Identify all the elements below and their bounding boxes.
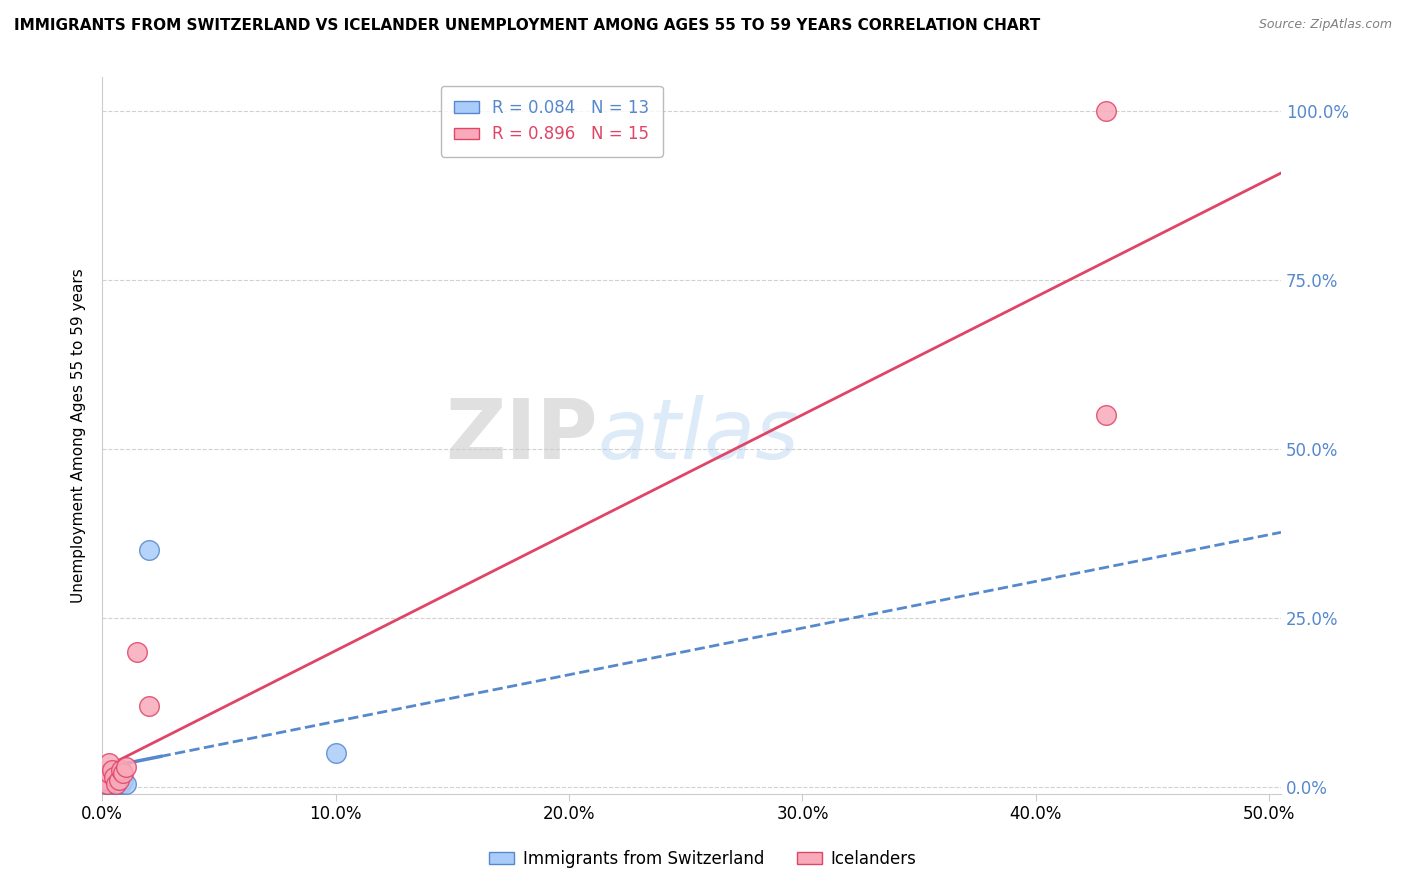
- Text: atlas: atlas: [598, 395, 799, 476]
- Point: [96, 776, 118, 790]
- Point: [93, 776, 115, 790]
- Legend: R = 0.084   N = 13, R = 0.896   N = 15: R = 0.084 N = 13, R = 0.896 N = 15: [440, 86, 662, 157]
- Point: [107, 776, 129, 790]
- Point: [96, 773, 118, 788]
- Point: [103, 773, 125, 788]
- Point: [98, 756, 121, 771]
- Point: [105, 776, 128, 790]
- Text: IMMIGRANTS FROM SWITZERLAND VS ICELANDER UNEMPLOYMENT AMONG AGES 55 TO 59 YEARS : IMMIGRANTS FROM SWITZERLAND VS ICELANDER…: [14, 18, 1040, 33]
- Point: [98, 766, 121, 780]
- Point: [114, 776, 136, 790]
- Point: [1095, 409, 1118, 423]
- Point: [1095, 104, 1118, 119]
- Point: [114, 759, 136, 773]
- Y-axis label: Unemployment Among Ages 55 to 59 years: Unemployment Among Ages 55 to 59 years: [72, 268, 86, 603]
- Point: [107, 773, 129, 788]
- Point: [325, 746, 347, 760]
- Point: [100, 776, 122, 790]
- Point: [110, 763, 132, 777]
- Point: [112, 773, 135, 788]
- Text: ZIP: ZIP: [444, 395, 598, 476]
- Point: [105, 776, 128, 790]
- Point: [138, 698, 160, 713]
- Legend: Immigrants from Switzerland, Icelanders: Immigrants from Switzerland, Icelanders: [482, 844, 924, 875]
- Point: [110, 776, 132, 790]
- Point: [98, 776, 121, 790]
- Point: [112, 766, 135, 780]
- Point: [93, 773, 115, 788]
- Text: Source: ZipAtlas.com: Source: ZipAtlas.com: [1258, 18, 1392, 31]
- Point: [103, 770, 125, 784]
- Point: [100, 763, 122, 777]
- Point: [127, 645, 149, 659]
- Point: [138, 543, 160, 558]
- Point: [98, 766, 121, 780]
